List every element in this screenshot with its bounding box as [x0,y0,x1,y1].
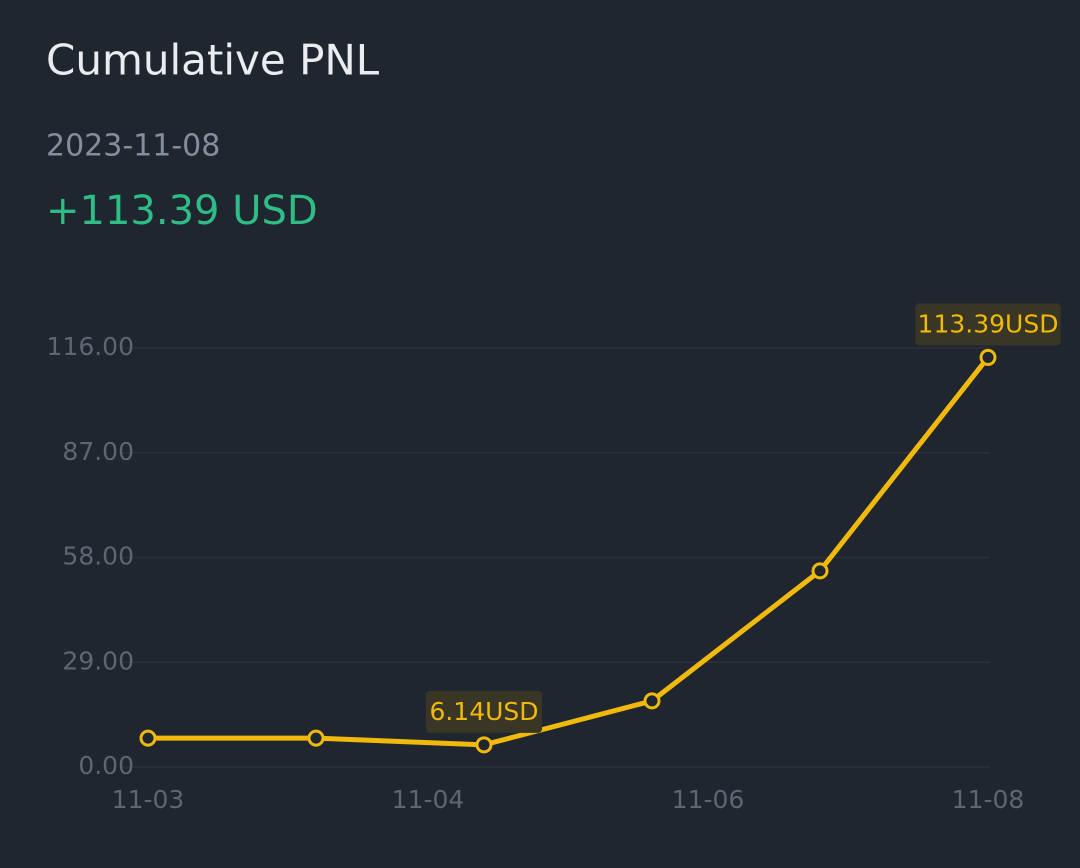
point [643,692,661,710]
point [475,736,493,754]
title: Cumulative PNL [46,36,380,85]
y-tick-label: 29.00 [62,646,134,675]
x-tick-label: 11-08 [952,785,1025,814]
point [811,562,829,580]
y-tick-label: 116.00 [47,332,134,361]
total-pnl: +113.39 USD [46,188,318,234]
value-label: 113.39USD [918,309,1059,338]
x-tick-label: 11-06 [672,785,745,814]
x-tick-label: 11-04 [392,785,465,814]
value-label-box [425,690,543,733]
line [148,355,990,748]
value-label-box [915,303,1061,346]
y-tick-label: 87.00 [62,437,134,466]
y-tick-label: 0.00 [78,751,134,780]
date: 2023-11-08 [46,129,220,164]
point [307,729,325,747]
x-tick-label: 11-03 [112,785,185,814]
value-label: 6.14USD [429,697,538,726]
point [979,348,997,366]
point [139,729,157,747]
y-tick-label: 58.00 [62,542,134,571]
